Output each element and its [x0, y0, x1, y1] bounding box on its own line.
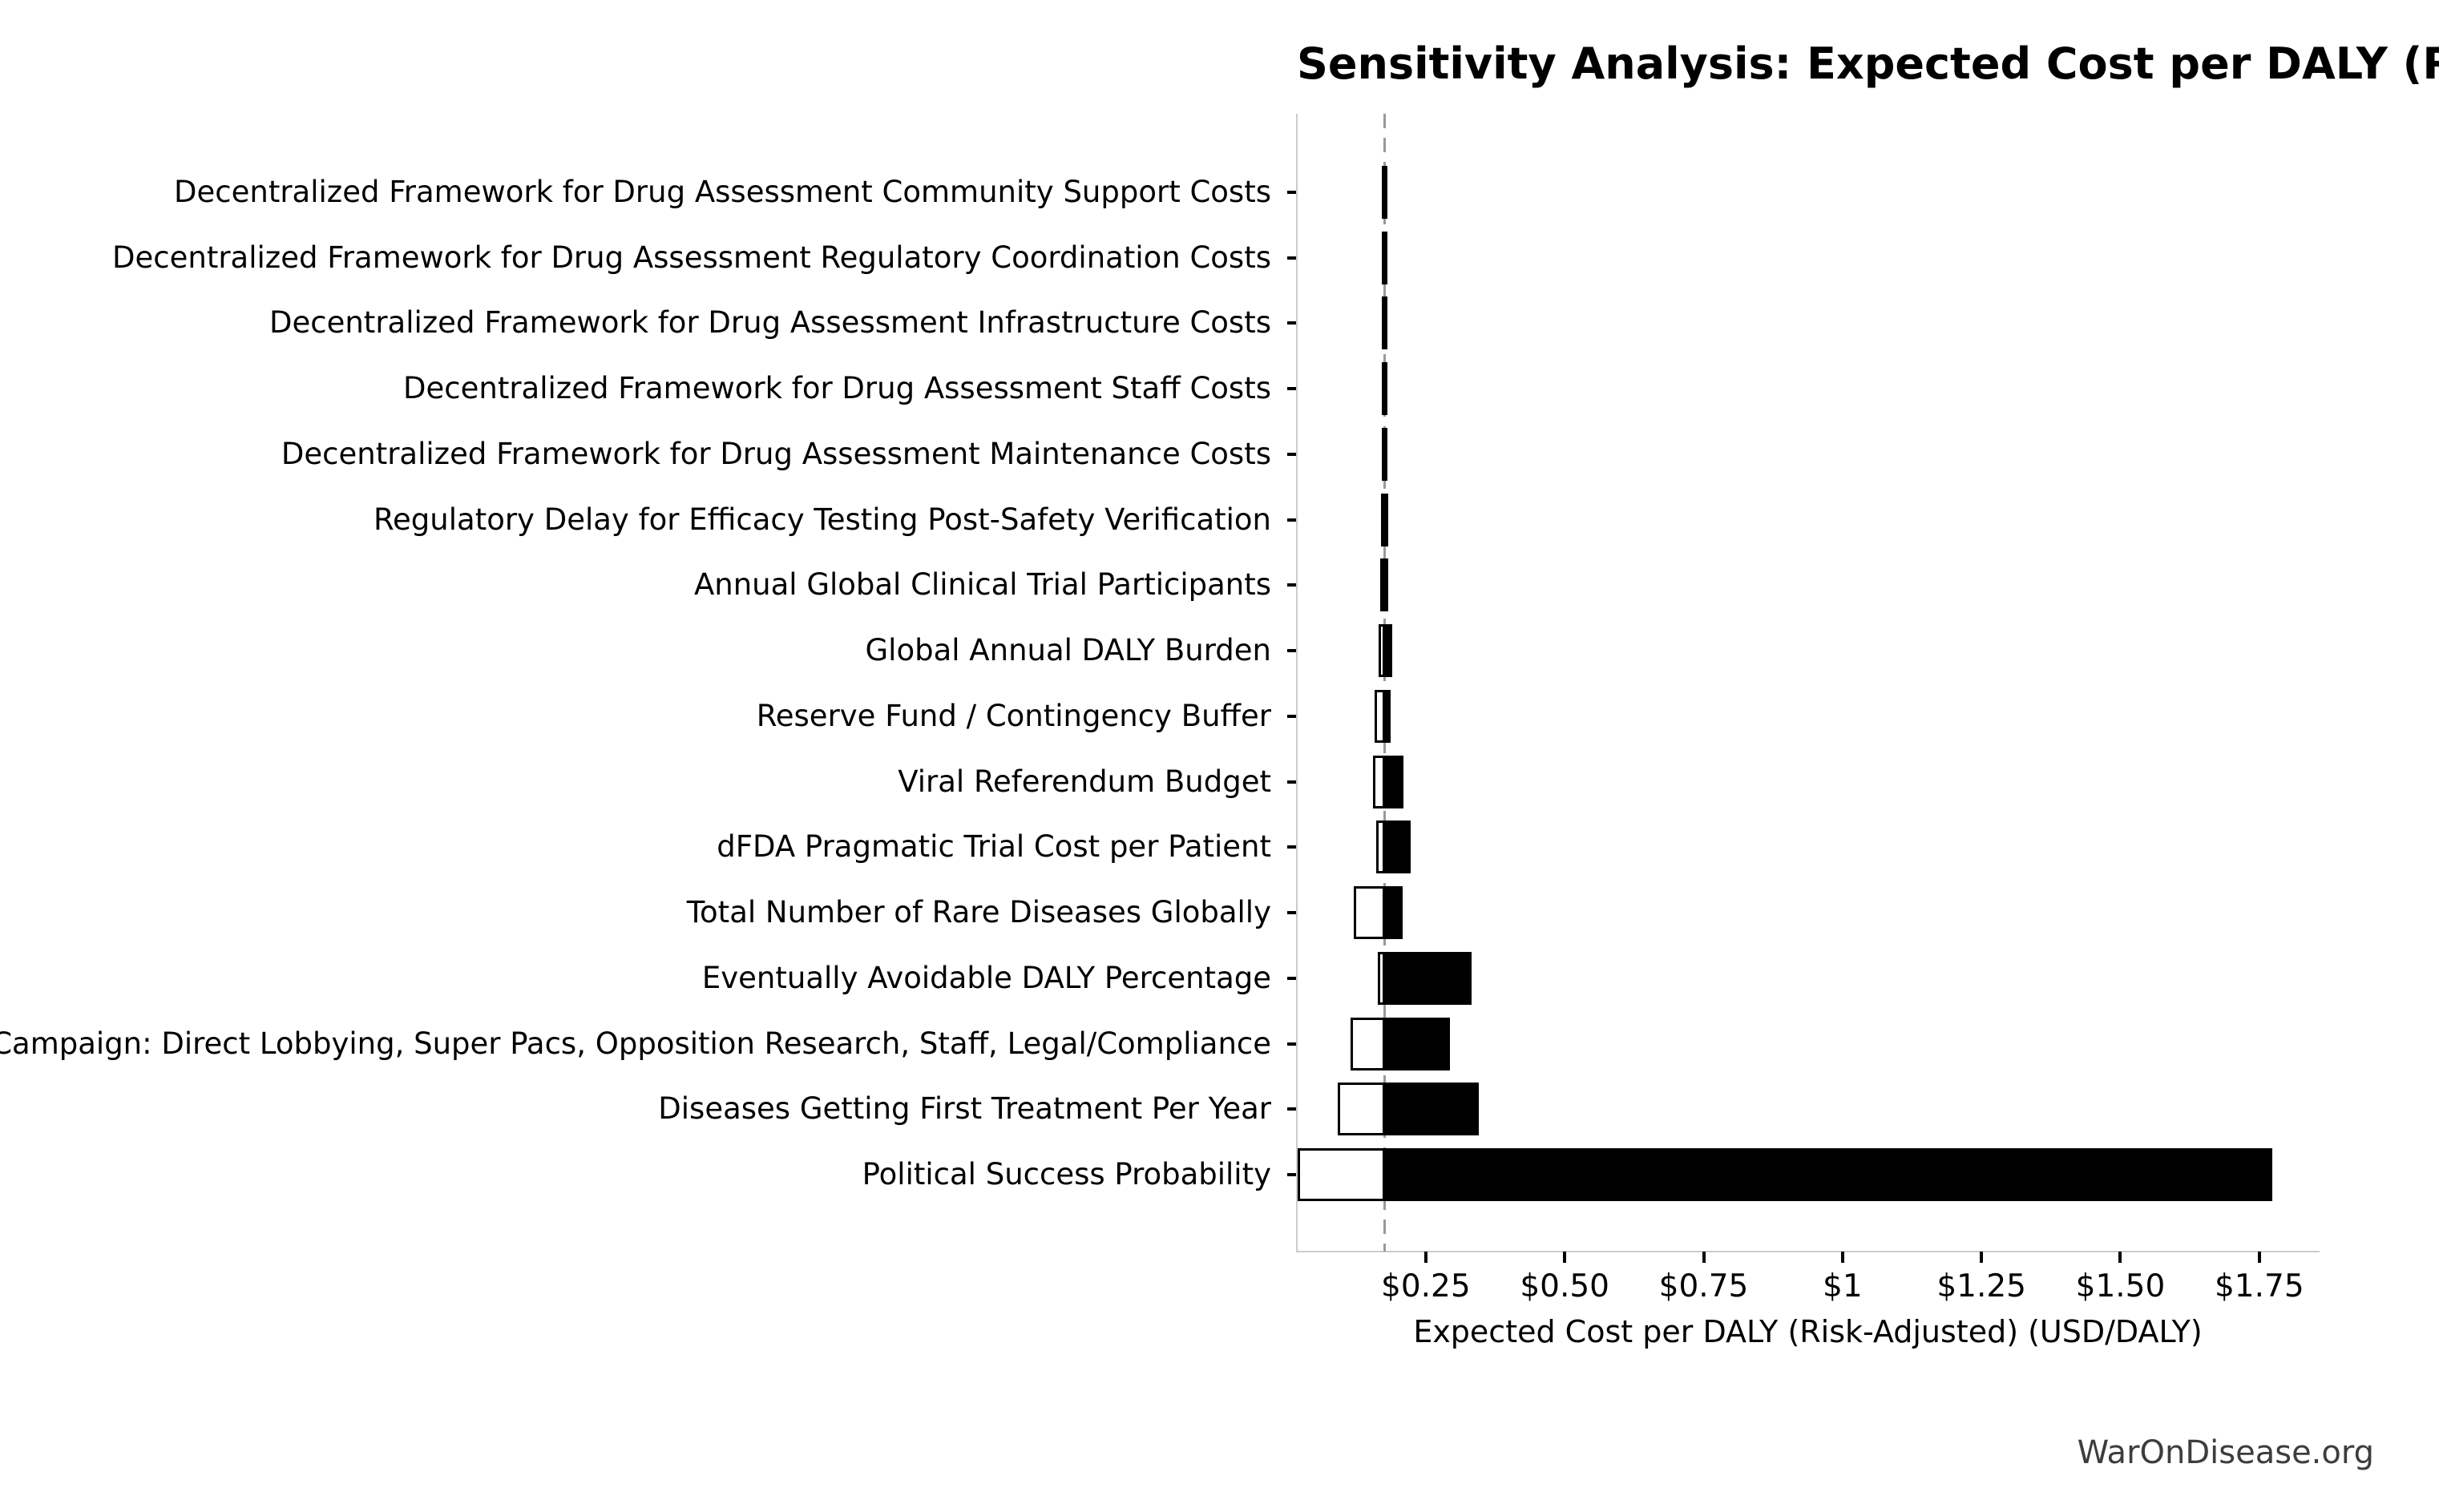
high-bar — [1384, 689, 1391, 743]
low-bar — [1338, 1083, 1385, 1136]
y-tick — [1287, 256, 1296, 260]
high-bar — [1384, 1083, 1479, 1136]
y-axis-label: Political Lobbying Campaign: Direct Lobb… — [0, 1026, 1271, 1061]
y-axis-label: Decentralized Framework for Drug Assessm… — [403, 371, 1271, 406]
low-bar — [1381, 427, 1387, 481]
y-axis-label: dFDA Pragmatic Trial Cost per Patient — [717, 829, 1271, 865]
x-tick-label: $1.75 — [2214, 1268, 2304, 1304]
x-tick — [1702, 1252, 1706, 1263]
y-axis-label: Global Annual DALY Burden — [865, 633, 1271, 668]
y-tick — [1287, 1107, 1296, 1111]
x-tick-label: $1 — [1823, 1268, 1863, 1304]
low-bar — [1379, 558, 1385, 612]
y-tick — [1287, 911, 1296, 915]
y-axis-label: Decentralized Framework for Drug Assessm… — [281, 436, 1271, 471]
high-bar — [1384, 1017, 1451, 1070]
high-bar — [1384, 755, 1404, 808]
y-tick — [1287, 649, 1296, 653]
low-bar — [1381, 166, 1387, 219]
low-bar — [1297, 1148, 1385, 1201]
y-tick — [1287, 976, 1296, 980]
y-tick — [1287, 583, 1296, 587]
y-tick — [1287, 1173, 1296, 1176]
high-bar — [1384, 493, 1389, 546]
x-tick — [1423, 1252, 1427, 1263]
y-axis-label: Eventually Avoidable DALY Percentage — [701, 960, 1271, 995]
low-bar — [1381, 296, 1387, 350]
x-tick-label: $1.50 — [2075, 1268, 2166, 1304]
high-bar — [1384, 951, 1472, 1005]
y-tick — [1287, 780, 1296, 784]
high-bar — [1384, 1148, 2273, 1201]
x-tick — [1980, 1252, 1984, 1263]
x-axis-title: Expected Cost per DALY (Risk-Adjusted) (… — [1413, 1314, 2203, 1349]
y-axis-spine — [1296, 114, 1298, 1252]
high-bar — [1384, 886, 1403, 940]
y-tick — [1287, 518, 1296, 522]
footer-watermark: WarOnDisease.org — [2077, 1434, 2374, 1471]
x-tick-label: $0.75 — [1658, 1268, 1749, 1304]
y-axis-label: Total Number of Rare Diseases Globally — [686, 895, 1271, 930]
high-bar — [1384, 558, 1389, 612]
x-tick — [1563, 1252, 1567, 1263]
low-bar — [1351, 1017, 1385, 1070]
low-bar — [1381, 231, 1387, 284]
y-tick — [1287, 714, 1296, 718]
high-bar — [1384, 821, 1411, 874]
low-bar — [1381, 362, 1387, 416]
y-axis-label: Regulatory Delay for Efficacy Testing Po… — [374, 502, 1271, 537]
baseline-dashed-line — [1383, 114, 1387, 1252]
low-bar — [1378, 624, 1385, 678]
y-tick — [1287, 387, 1296, 391]
y-tick — [1287, 191, 1296, 194]
y-axis-label: Decentralized Framework for Drug Assessm… — [269, 305, 1271, 341]
low-bar — [1376, 821, 1385, 874]
y-axis-label: Diseases Getting First Treatment Per Yea… — [658, 1091, 1271, 1127]
low-bar — [1375, 689, 1385, 743]
low-bar — [1381, 493, 1387, 546]
low-bar — [1372, 755, 1385, 808]
y-tick — [1287, 321, 1296, 325]
x-tick-label: $0.25 — [1381, 1268, 1471, 1304]
low-bar — [1354, 886, 1385, 940]
x-tick-label: $0.50 — [1520, 1268, 1609, 1304]
x-axis-spine — [1296, 1251, 2320, 1252]
y-axis-label: Annual Global Clinical Trial Participant… — [693, 567, 1271, 603]
low-bar — [1378, 951, 1385, 1005]
y-tick — [1287, 845, 1296, 849]
high-bar — [1384, 624, 1393, 678]
y-axis-label: Decentralized Framework for Drug Assessm… — [112, 240, 1271, 275]
y-axis-label: Political Success Probability — [862, 1157, 1271, 1191]
y-tick — [1287, 1042, 1296, 1046]
x-tick — [2257, 1252, 2261, 1263]
x-tick — [2118, 1252, 2122, 1263]
y-axis-label: Viral Referendum Budget — [898, 764, 1271, 799]
x-tick — [1840, 1252, 1844, 1263]
chart-title: Sensitivity Analysis: Expected Cost per … — [1297, 38, 2439, 89]
y-tick — [1287, 452, 1296, 456]
x-tick-label: $1.25 — [1936, 1268, 2026, 1304]
y-axis-label: Decentralized Framework for Drug Assessm… — [174, 175, 1271, 209]
y-axis-label: Reserve Fund / Contingency Buffer — [756, 698, 1271, 733]
